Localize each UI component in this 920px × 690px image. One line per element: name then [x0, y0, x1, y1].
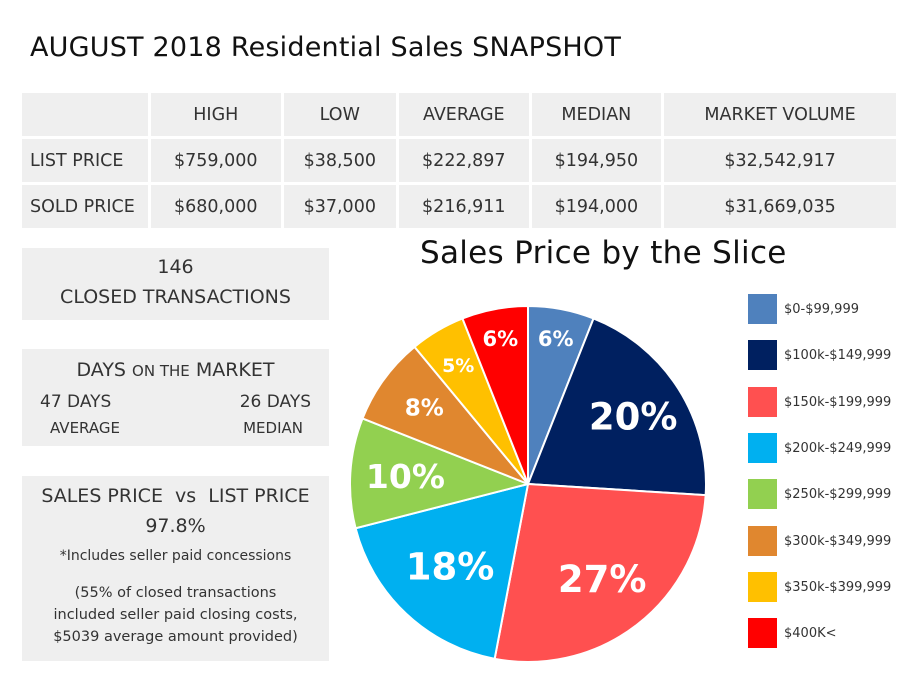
page-title: AUGUST 2018 Residential Sales SNAPSHOT — [30, 32, 622, 63]
table-row: SOLD PRICE $680,000 $37,000 $216,911 $19… — [22, 185, 896, 228]
pie-slice — [526, 317, 708, 497]
header-low: LOW — [283, 93, 400, 139]
pie-slice — [493, 482, 707, 663]
table-cell: $680,000 — [151, 185, 284, 228]
price-stats-table: HIGH LOW AVERAGE MEDIAN MARKET VOLUME LI… — [22, 93, 896, 228]
table-corner-cell — [22, 93, 151, 139]
table-cell: $759,000 — [151, 139, 284, 185]
row-label-list-price: LIST PRICE — [22, 139, 151, 185]
pie-data-label: 20% — [589, 396, 678, 439]
table-cell: $38,500 — [283, 139, 400, 185]
dom-title-onthe: ON THE — [132, 362, 190, 380]
legend-label: $150k-$199,999 — [784, 394, 892, 410]
table-cell: $32,542,917 — [664, 139, 896, 185]
pie-data-label: 8% — [405, 396, 444, 422]
legend-swatch — [748, 340, 777, 371]
table-cell: $222,897 — [399, 139, 532, 185]
header-average: AVERAGE — [399, 93, 532, 139]
legend-label: $300k-$349,999 — [784, 533, 892, 549]
pie-slice — [361, 345, 529, 485]
legend-label: $100k-$149,999 — [784, 348, 892, 364]
legend-label: $400K< — [784, 626, 837, 642]
pie-data-label: 6% — [538, 327, 574, 351]
pie-slice — [354, 482, 530, 661]
table-cell: $31,669,035 — [724, 196, 836, 217]
legend-label: $0-$99,999 — [784, 302, 859, 317]
pie-slice — [349, 417, 532, 530]
pie-data-label: 27% — [558, 558, 647, 601]
pie-data-label: 5% — [442, 355, 474, 377]
closed-count: 146 — [157, 256, 194, 278]
dom-median-label: MEDIAN — [243, 419, 303, 437]
closing-costs-line-2: included seller paid closing costs, — [53, 607, 298, 623]
pie-data-label: 18% — [406, 546, 495, 589]
table-header-row: HIGH LOW AVERAGE MEDIAN MARKET VOLUME — [22, 93, 896, 139]
concessions-note: *Includes seller paid concessions — [59, 548, 292, 564]
sales-vs-list-percent: 97.8% — [145, 515, 206, 537]
pie-data-label: 10% — [366, 457, 445, 496]
dom-median-value: 26 DAYS — [239, 392, 311, 412]
legend-swatch — [748, 525, 777, 556]
sales-vs-list-panel: SALES PRICE vs LIST PRICE 97.8% *Include… — [22, 476, 329, 661]
table-cell: $194,000 — [532, 185, 665, 228]
pie-data-label: 6% — [482, 327, 518, 351]
closed-label: CLOSED TRANSACTIONS — [60, 286, 291, 308]
table-cell: $37,000 — [284, 185, 400, 228]
closing-costs-note: (55% of closed transactions included sel… — [22, 582, 329, 648]
sales-vs-list-title: SALES PRICE vs LIST PRICE — [41, 485, 310, 507]
row-label-sold-price: SOLD PRICE — [22, 185, 151, 228]
header-market-volume: MARKET VOLUME — [664, 93, 896, 139]
legend-swatch — [748, 571, 777, 602]
header-median: MEDIAN — [531, 93, 665, 139]
legend-label: $350k-$399,999 — [784, 579, 892, 595]
chart-title: Sales Price by the Slice — [420, 235, 787, 271]
closing-costs-line-1: (55% of closed transactions — [74, 585, 277, 601]
table-row: LIST PRICE $759,000 $38,500 $222,897 $19… — [22, 139, 896, 185]
legend-swatch — [748, 294, 777, 324]
dom-title-days: DAYS — [76, 359, 127, 381]
header-high: HIGH — [151, 93, 284, 139]
closing-costs-line-3: $5039 average amount provided) — [53, 629, 298, 645]
days-on-market-panel: DAYS ON THE MARKET 47 DAYS AVERAGE 26 DA… — [22, 349, 329, 446]
legend-swatch — [748, 432, 777, 463]
legend-swatch — [748, 618, 777, 649]
days-on-market-title: DAYS ON THE MARKET — [22, 359, 329, 381]
legend-label: $200k-$249,999 — [784, 440, 892, 456]
legend-label: $250k-$299,999 — [784, 487, 892, 503]
legend-swatch — [748, 386, 777, 417]
table-cell: $194,950 — [531, 139, 665, 185]
table-cell: $216,911 — [399, 185, 532, 228]
dom-average-value: 47 DAYS — [40, 392, 112, 412]
dom-title-market: MARKET — [195, 359, 275, 381]
legend-swatch — [748, 479, 777, 510]
pie-slice — [461, 304, 529, 485]
dom-average-label: AVERAGE — [50, 419, 120, 437]
closed-transactions-panel: 146 CLOSED TRANSACTIONS — [22, 248, 329, 320]
